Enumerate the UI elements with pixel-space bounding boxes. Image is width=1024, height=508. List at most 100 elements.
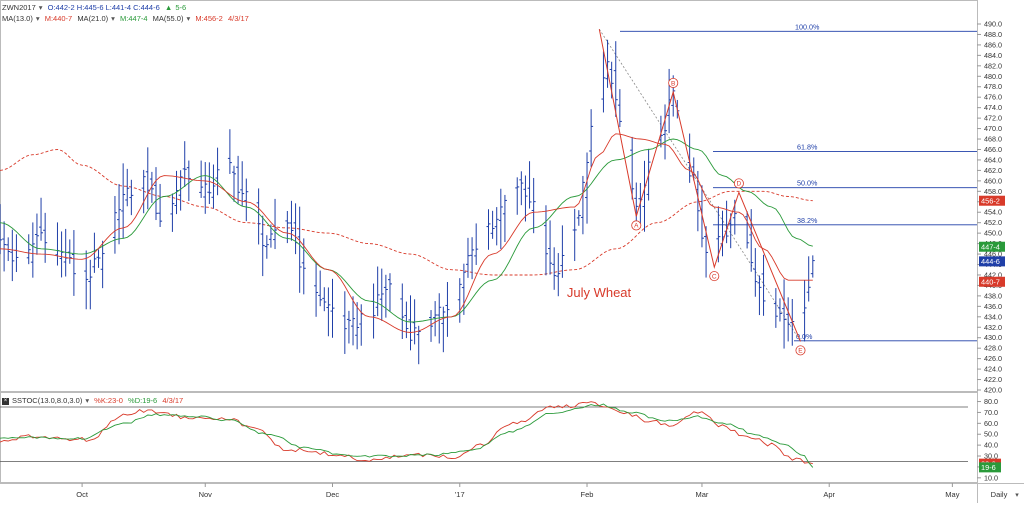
- price-bar: [314, 261, 319, 317]
- y-tick-label: 428.0: [984, 344, 1002, 353]
- price-bar: [178, 170, 183, 211]
- price-bar: [240, 161, 245, 207]
- price-bar: [355, 302, 360, 350]
- x-tick-label: Dec: [326, 490, 340, 499]
- price-bar: [560, 225, 565, 278]
- price-bar: [580, 175, 585, 235]
- price-bar: [445, 282, 450, 337]
- price-bar: [724, 200, 729, 244]
- y-tick-label: 490.0: [984, 20, 1002, 29]
- price-bar: [26, 234, 31, 265]
- price-bar: [634, 182, 639, 226]
- price-bar: [14, 234, 19, 273]
- pattern-point-circle: [733, 178, 744, 189]
- dropdown-icon[interactable]: ▾: [38, 3, 43, 12]
- price-bar: [117, 184, 122, 245]
- price-bar: [400, 283, 405, 339]
- y-tick-label: 476.0: [984, 93, 1002, 102]
- price-bar: [215, 147, 220, 196]
- price-bar: [749, 209, 754, 272]
- ma55-line: [0, 149, 813, 276]
- y-tick-label: 472.0: [984, 114, 1002, 123]
- price-bar: [125, 168, 130, 207]
- price-bar: [330, 278, 335, 338]
- price-bar: [773, 288, 778, 328]
- price-bar: [121, 163, 126, 239]
- y-tick-label: 446.0: [984, 250, 1002, 259]
- pattern-point-circle: [631, 220, 642, 231]
- price-tag: 447-4: [979, 241, 1005, 252]
- x-tick-label: Mar: [696, 490, 709, 499]
- stoch-tag-bg: [979, 462, 1001, 473]
- ma13-label[interactable]: MA(13.0): [2, 14, 33, 23]
- price-bar: [268, 224, 273, 248]
- y-tick-label: 474.0: [984, 103, 1002, 112]
- price-bar: [30, 222, 35, 278]
- x-tick-label: Oct: [76, 490, 89, 499]
- price-bar: [88, 259, 93, 310]
- price-bar: [465, 237, 470, 278]
- price-bar: [613, 41, 618, 117]
- y-tick-label: 422.0: [984, 375, 1002, 384]
- price-bar: [231, 165, 236, 202]
- pattern-point-c: C: [709, 271, 720, 282]
- dropdown-icon[interactable]: ▾: [186, 14, 191, 23]
- price-bar: [486, 209, 491, 250]
- close-icon[interactable]: ×: [2, 397, 9, 405]
- price-bar: [576, 210, 581, 226]
- price-bar: [211, 164, 216, 209]
- price-tag-label: 456-2: [981, 196, 1000, 205]
- price-bar: [342, 291, 347, 354]
- price-bar: [777, 298, 782, 322]
- price-bar: [429, 310, 434, 342]
- price-bar: [523, 175, 528, 222]
- stoch-label[interactable]: SSTOC(13.0,8.0,3.0): [12, 396, 83, 405]
- ma21-label[interactable]: MA(21.0): [77, 14, 109, 23]
- interval-label[interactable]: Daily: [991, 490, 1008, 499]
- price-bar: [552, 247, 557, 290]
- fibonacci-retracement[interactable]: 100.0%61.8%50.0%38.2%0.0%: [598, 22, 977, 342]
- x-tick-label: '17: [455, 490, 465, 499]
- dropdown-icon[interactable]: ▾: [85, 396, 90, 405]
- y-tick-label: 430.0: [984, 333, 1002, 342]
- ma55-label[interactable]: MA(55.0): [152, 14, 184, 23]
- x-tick-label: May: [945, 490, 959, 499]
- dropdown-icon[interactable]: ▾: [35, 14, 40, 23]
- y-tick-label: 480.0: [984, 72, 1002, 81]
- price-bar: [589, 109, 594, 167]
- price-bar: [236, 155, 241, 204]
- price-bar: [199, 160, 204, 198]
- pattern-point-a: A: [631, 220, 642, 231]
- stoch-y-tick-label: 10.0: [984, 473, 998, 482]
- y-tick-label: 470.0: [984, 124, 1002, 133]
- pattern-point-circle: [795, 345, 806, 356]
- price-bar: [182, 141, 187, 188]
- price-bar: [43, 212, 48, 263]
- price-tag-bg: [979, 241, 1005, 252]
- y-tick-label: 458.0: [984, 187, 1002, 196]
- dropdown-icon[interactable]: ▾: [111, 14, 115, 23]
- price-bar: [170, 193, 175, 232]
- x-tick-label: Apr: [823, 490, 835, 499]
- dropdown-icon[interactable]: ▾: [1015, 492, 1019, 499]
- y-tick-label: 482.0: [984, 61, 1002, 70]
- price-bar: [470, 237, 475, 280]
- symbol-label[interactable]: ZWN2017: [2, 3, 36, 12]
- y-tick-label: 488.0: [984, 30, 1002, 39]
- price-bar: [786, 297, 791, 342]
- price-bar: [260, 215, 265, 277]
- price-bar: [207, 162, 212, 204]
- x-tick-label: Feb: [581, 490, 594, 499]
- fib-label: 100.0%: [795, 22, 820, 31]
- stoch-date: 4/3/17: [162, 396, 184, 405]
- price-bar: [318, 270, 323, 307]
- price-bar: [585, 152, 590, 224]
- ma55-path: [0, 149, 813, 276]
- price-bar: [416, 325, 421, 365]
- price-tag-bg: [979, 276, 1005, 287]
- price-bar: [601, 51, 606, 113]
- abcde-pattern[interactable]: A B C D E: [598, 29, 806, 356]
- stoch-panel-frame: [0, 392, 978, 483]
- price-legend: ZWN2017 ▾ O:442-2 H:445-6 L:441-4 C:444-6…: [2, 3, 189, 12]
